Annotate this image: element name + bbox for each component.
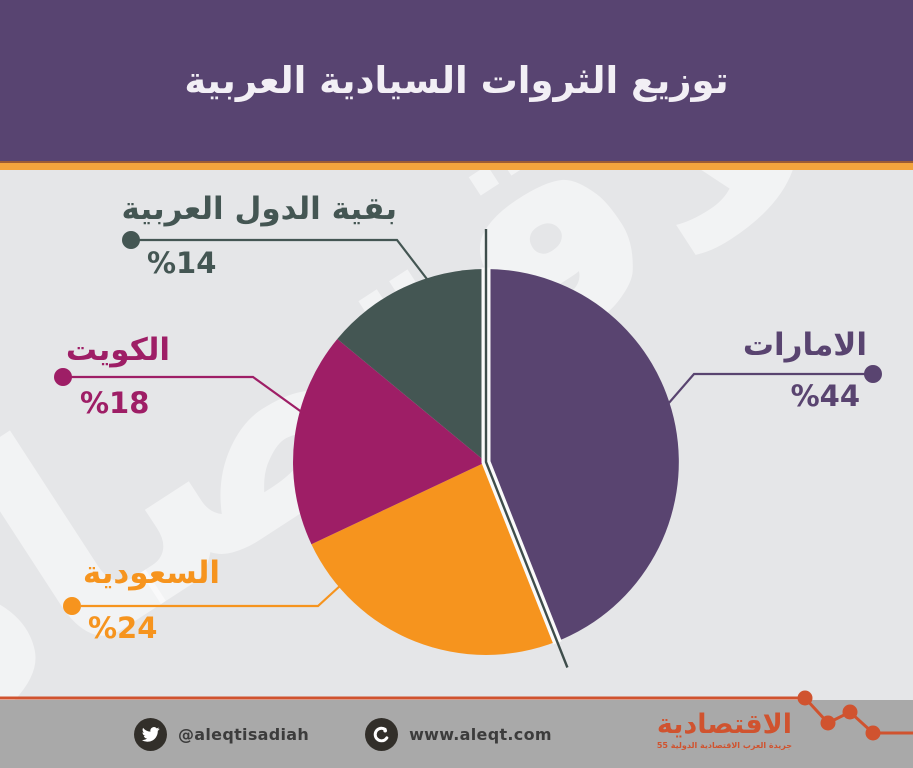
slice-label-kuwait: الكويت bbox=[65, 332, 170, 368]
footer-trendline-decoration bbox=[0, 690, 913, 741]
slice-label-rest-of-arab-countries: بقية الدول العربية bbox=[121, 191, 397, 227]
globe-icon bbox=[365, 717, 399, 751]
social-links: @aleqtisadiah www.aleqt.com bbox=[134, 700, 552, 768]
footer-bar: @aleqtisadiah www.aleqt.com الاقتصادية ج… bbox=[0, 690, 913, 768]
slice-percent-uae: %44 bbox=[790, 379, 860, 413]
slice-percent-saudi-arabia: %24 bbox=[88, 611, 158, 645]
pie-chart bbox=[54, 229, 882, 668]
publisher-logo: الاقتصادية جريدة العرب الاقتصادية الدولي… bbox=[657, 710, 792, 750]
publisher-logo-text: الاقتصادية bbox=[656, 709, 792, 740]
chart-stage: الاقتصادية بقية الدول العربية %14 الكويت… bbox=[0, 170, 913, 700]
slice-label-saudi-arabia: السعودية bbox=[82, 555, 220, 591]
slice-percent-rest-of-arab-countries: %14 bbox=[147, 246, 217, 280]
header-divider-dark bbox=[0, 161, 913, 163]
header-divider-orange bbox=[0, 163, 913, 170]
header-banner: توزيع الثروات السيادية العربية bbox=[0, 0, 913, 161]
slice-percent-kuwait: %18 bbox=[80, 386, 150, 420]
slice-label-uae: الامارات bbox=[742, 327, 867, 363]
twitter-handle[interactable]: @aleqtisadiah bbox=[178, 724, 310, 744]
publisher-logo-tagline: جريدة العرب الاقتصادية الدولية 55 bbox=[656, 740, 792, 750]
page-title: توزيع الثروات السيادية العربية bbox=[184, 59, 729, 102]
website-link[interactable]: www.aleqt.com bbox=[409, 724, 552, 744]
twitter-icon bbox=[134, 717, 167, 751]
